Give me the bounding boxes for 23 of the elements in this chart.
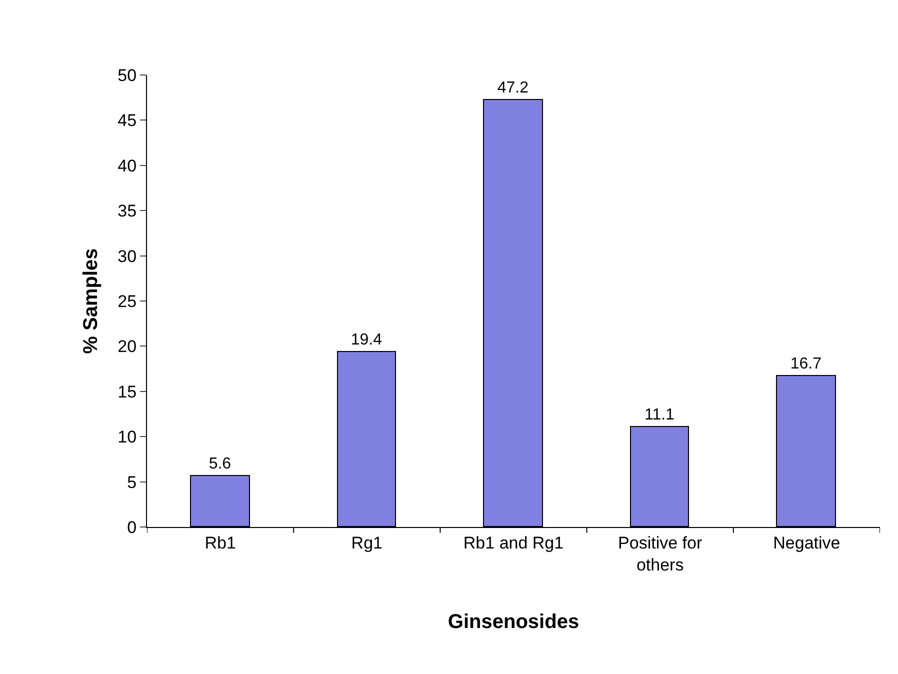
y-tick-label: 25 [118,292,137,311]
x-tick-label: Rb1 and Rg1 [463,533,564,552]
x-tick-label: Rg1 [351,533,382,552]
y-axis-title: % Samples [80,248,102,354]
y-tick-label: 40 [118,156,137,176]
y-tick-label: 50 [118,66,137,85]
y-tick-label: 10 [118,428,137,447]
y-tick-label: 30 [118,246,137,266]
x-tick-label: Negative [773,533,840,552]
data-label: 47.2 [497,80,529,96]
data-label: 19.4 [350,332,382,348]
y-tick-label: 45 [118,111,137,130]
data-label: 5.6 [208,456,232,472]
y-tick-label: 15 [118,382,137,402]
y-tick-label: 5 [127,472,137,492]
x-tick-label: Rb1 [204,533,236,552]
data-label: 16.7 [790,356,822,372]
y-tick-label: 35 [118,202,137,221]
data-label: 11.1 [644,406,675,424]
x-tick-label: Positive for others [618,533,702,574]
x-axis-title: Ginsenosides [448,611,580,633]
y-tick-label: 0 [127,518,137,537]
y-tick-label: 20 [118,337,137,356]
